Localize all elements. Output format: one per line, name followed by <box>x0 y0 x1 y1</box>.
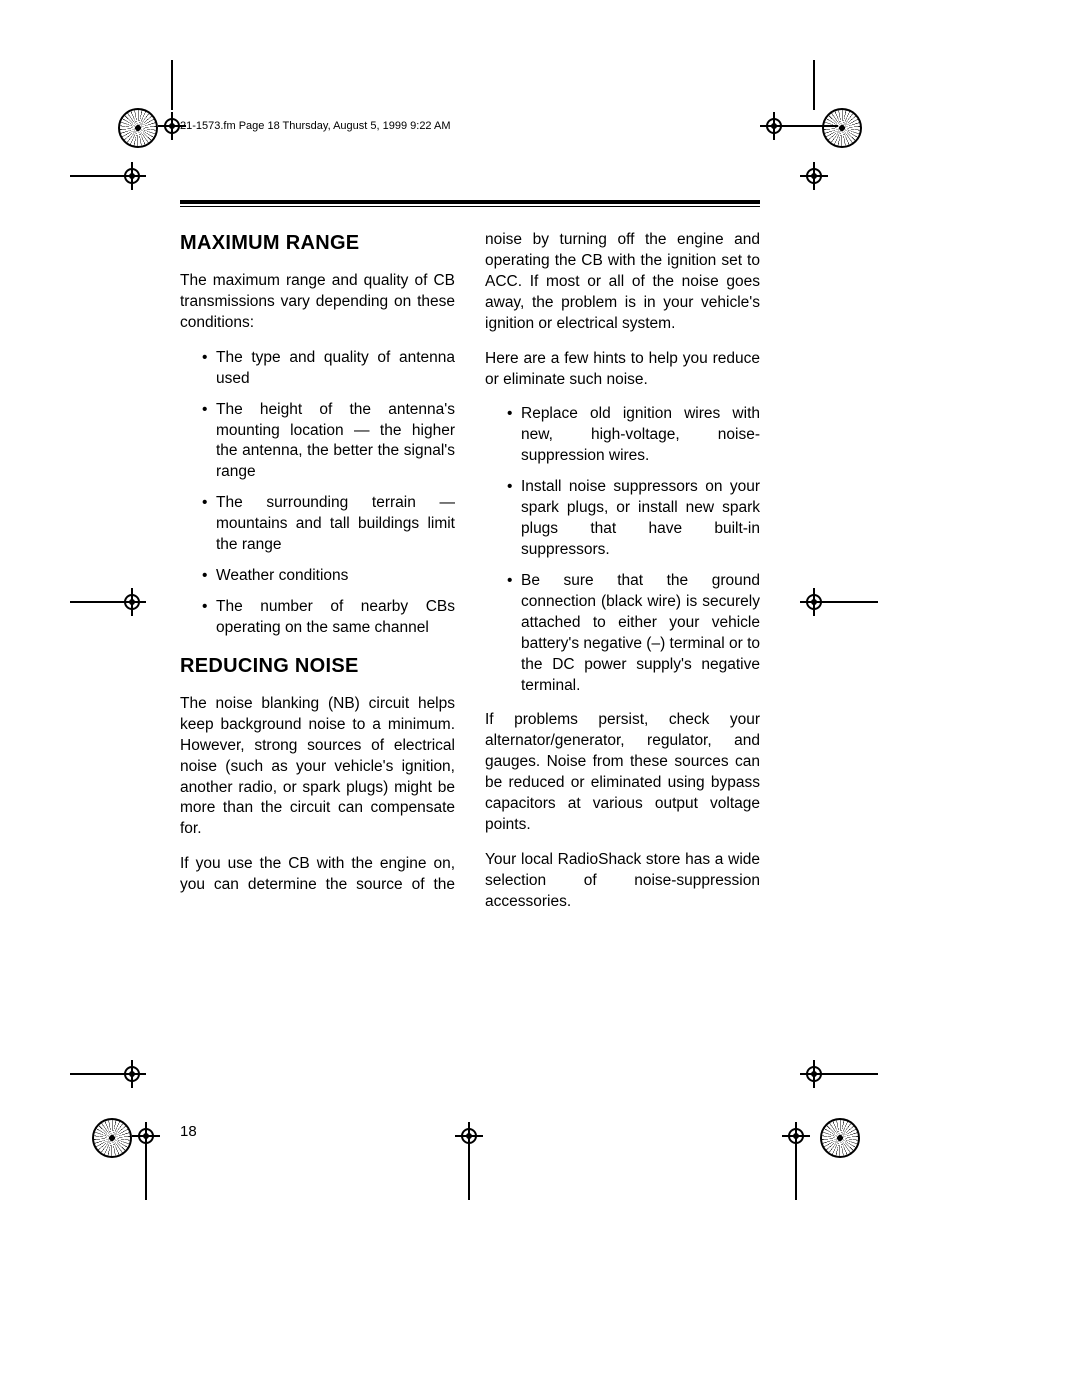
paragraph: Here are a few hints to help you reduce … <box>485 349 760 391</box>
printer-mark-icon <box>118 1060 146 1088</box>
list-item: The type and quality of antenna used <box>202 348 455 390</box>
printer-mark-icon <box>760 112 788 140</box>
printer-mark-icon <box>795 1150 797 1200</box>
bullet-list: The type and quality of antenna used The… <box>180 348 455 639</box>
list-item: Be sure that the ground connection (blac… <box>507 571 760 697</box>
list-item: Replace old ignition wires with new, hig… <box>507 404 760 467</box>
list-item: Install noise suppressors on your spark … <box>507 477 760 561</box>
printer-mark-icon <box>132 1122 160 1150</box>
bullet-list: Replace old ignition wires with new, hig… <box>485 404 760 696</box>
printer-mark-icon <box>70 601 120 603</box>
heading-maximum-range: MAXIMUM RANGE <box>180 230 455 257</box>
printer-mark-icon <box>782 1122 810 1150</box>
printer-mark-icon <box>468 1150 470 1200</box>
printer-mark-icon <box>118 162 146 190</box>
printer-mark-icon <box>145 1150 147 1200</box>
printer-mark-icon <box>820 1118 860 1158</box>
body-columns: MAXIMUM RANGE The maximum range and qual… <box>180 230 760 913</box>
list-item: The surrounding terrain — mountains and … <box>202 493 455 556</box>
heading-reducing-noise: REDUCING NOISE <box>180 653 455 680</box>
printer-mark-icon <box>171 60 173 110</box>
printer-mark-icon <box>828 601 878 603</box>
paragraph: The noise blanking (NB) circuit helps ke… <box>180 694 455 840</box>
paragraph: The maximum range and quality of CB tran… <box>180 271 455 334</box>
printer-mark-icon <box>822 108 862 148</box>
page-number: 18 <box>180 1123 197 1140</box>
printer-mark-icon <box>800 588 828 616</box>
printer-mark-icon <box>118 108 158 148</box>
divider-thin <box>180 206 760 207</box>
printer-mark-icon <box>813 60 815 110</box>
printer-mark-icon <box>70 175 120 177</box>
running-header: 21-1573.fm Page 18 Thursday, August 5, 1… <box>180 120 760 132</box>
paragraph: If problems persist, check your alternat… <box>485 710 760 836</box>
paragraph: Your local RadioShack store has a wide s… <box>485 850 760 913</box>
list-item: The number of nearby CBs operating on th… <box>202 597 455 639</box>
list-item: Weather conditions <box>202 566 455 587</box>
list-item: The height of the antenna's mounting loc… <box>202 400 455 484</box>
divider-thick <box>180 200 760 204</box>
printer-mark-icon <box>800 1060 828 1088</box>
page-content: 21-1573.fm Page 18 Thursday, August 5, 1… <box>180 120 760 1140</box>
printer-mark-icon <box>70 1073 120 1075</box>
printer-mark-icon <box>828 1073 878 1075</box>
printer-mark-icon <box>800 162 828 190</box>
printer-mark-icon <box>118 588 146 616</box>
printer-mark-icon <box>92 1118 132 1158</box>
